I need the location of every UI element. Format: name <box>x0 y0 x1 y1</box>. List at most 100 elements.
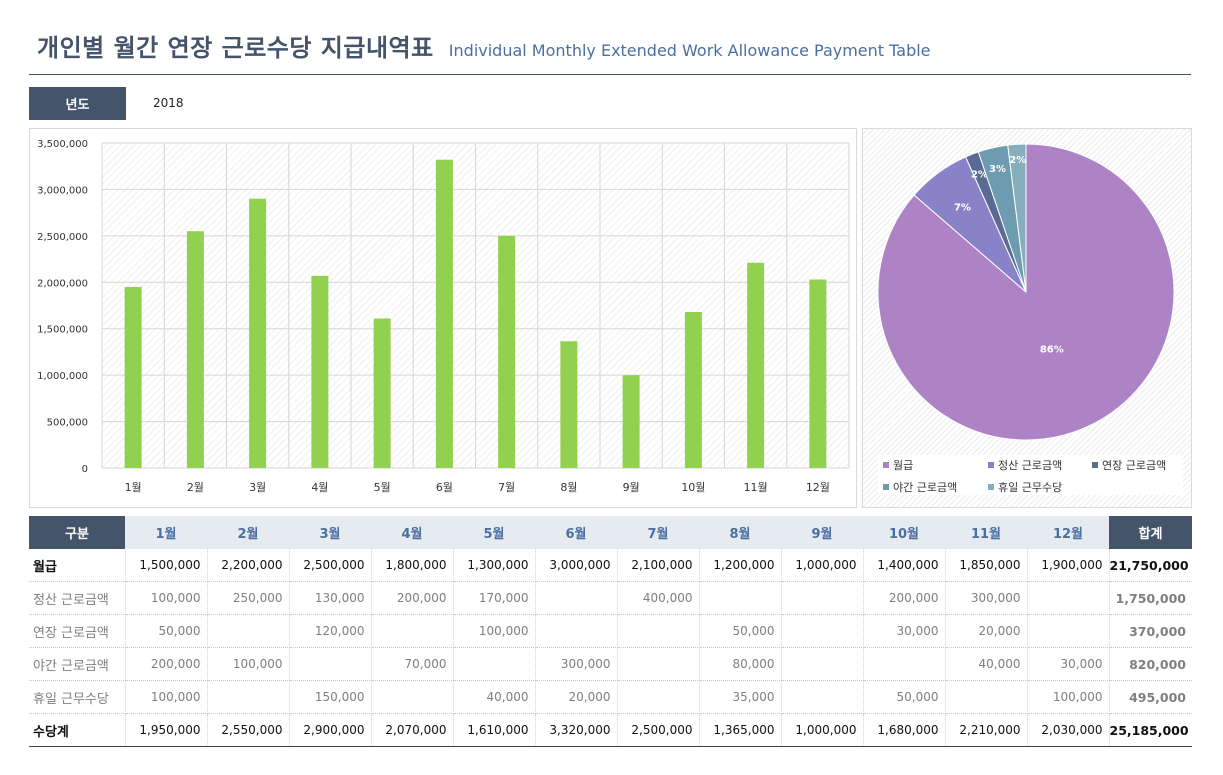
table-cell[interactable]: 2,070,000 <box>371 713 454 747</box>
table-cell[interactable]: 200,000 <box>863 581 946 615</box>
y-tick-label: 3,500,000 <box>37 139 88 150</box>
table-cell[interactable] <box>699 581 782 615</box>
table-cell[interactable]: 1,610,000 <box>453 713 536 747</box>
table-cell[interactable]: 2,500,000 <box>617 713 700 747</box>
table-cell[interactable]: 1,950,000 <box>125 713 208 747</box>
table-cell[interactable]: 2,900,000 <box>289 713 372 747</box>
row-label: 수당계 <box>29 713 126 747</box>
table-cell[interactable]: 1,200,000 <box>699 549 782 582</box>
table-cell[interactable]: 20,000 <box>535 680 618 714</box>
table-cell[interactable] <box>781 614 864 648</box>
header-month: 11월 <box>945 516 1027 549</box>
table-cell[interactable] <box>207 680 290 714</box>
row-total: 21,750,000 <box>1109 549 1192 582</box>
table-cell[interactable]: 130,000 <box>289 581 372 615</box>
table-cell[interactable]: 2,100,000 <box>617 549 700 582</box>
legend-item: 연장 근로금액 <box>1092 457 1166 473</box>
table-cell[interactable]: 200,000 <box>125 647 208 681</box>
table-cell[interactable]: 150,000 <box>289 680 372 714</box>
pie-chart: 86% 7% 2% 3% 2% <box>862 128 1192 508</box>
table-cell[interactable]: 1,680,000 <box>863 713 946 747</box>
table-cell[interactable]: 100,000 <box>125 680 208 714</box>
table-cell[interactable]: 2,550,000 <box>207 713 290 747</box>
table-cell[interactable] <box>207 614 290 648</box>
table-cell[interactable]: 40,000 <box>945 647 1028 681</box>
year-value[interactable]: 2018 <box>153 96 184 110</box>
table-cell[interactable]: 300,000 <box>945 581 1028 615</box>
table-cell[interactable] <box>781 581 864 615</box>
x-tick-label: 3월 <box>249 481 266 494</box>
table-cell[interactable]: 1,900,000 <box>1027 549 1110 582</box>
table-cell[interactable]: 20,000 <box>945 614 1028 648</box>
legend-swatch <box>988 462 994 468</box>
table-cell[interactable] <box>1027 581 1110 615</box>
x-tick-label: 6월 <box>436 481 453 494</box>
header-month: 12월 <box>1027 516 1109 549</box>
table-cell[interactable]: 1,800,000 <box>371 549 454 582</box>
table-cell[interactable]: 35,000 <box>699 680 782 714</box>
table-cell[interactable] <box>863 647 946 681</box>
table-row: 수당계 1,950,000 2,550,000 2,900,000 2,070,000 1… <box>29 713 1192 747</box>
table-cell[interactable]: 80,000 <box>699 647 782 681</box>
table-cell[interactable] <box>371 614 454 648</box>
table-cell[interactable]: 100,000 <box>453 614 536 648</box>
row-label: 월급 <box>29 549 126 582</box>
x-tick-label: 7월 <box>498 481 515 494</box>
header-month: 9월 <box>781 516 863 549</box>
table-cell[interactable]: 1,400,000 <box>863 549 946 582</box>
table-cell[interactable] <box>781 680 864 714</box>
table-cell[interactable]: 1,850,000 <box>945 549 1028 582</box>
x-tick-label: 9월 <box>623 481 640 494</box>
bar <box>124 286 142 468</box>
table-cell[interactable]: 50,000 <box>125 614 208 648</box>
table-cell[interactable]: 30,000 <box>1027 647 1110 681</box>
legend-label: 정산 근로금액 <box>998 459 1063 472</box>
table-cell[interactable] <box>289 647 372 681</box>
table-cell[interactable]: 170,000 <box>453 581 536 615</box>
page-title: 개인별 월간 연장 근로수당 지급내역표 Individual Monthly … <box>37 28 1223 68</box>
table-cell[interactable]: 400,000 <box>617 581 700 615</box>
table-cell[interactable] <box>371 680 454 714</box>
table-cell[interactable] <box>617 680 700 714</box>
table-cell[interactable] <box>535 614 618 648</box>
x-tick-label: 5월 <box>374 481 391 494</box>
table-cell[interactable]: 200,000 <box>371 581 454 615</box>
table-cell[interactable]: 1,000,000 <box>781 549 864 582</box>
bar <box>249 198 267 468</box>
table-cell[interactable]: 3,000,000 <box>535 549 618 582</box>
table-cell[interactable]: 2,500,000 <box>289 549 372 582</box>
legend-item: 정산 근로금액 <box>988 457 1062 473</box>
table-cell[interactable] <box>1027 614 1110 648</box>
table-cell[interactable] <box>453 647 536 681</box>
table-cell[interactable]: 50,000 <box>863 680 946 714</box>
table-cell[interactable] <box>617 647 700 681</box>
table-cell[interactable] <box>617 614 700 648</box>
header-month: 8월 <box>699 516 781 549</box>
table-cell[interactable]: 70,000 <box>371 647 454 681</box>
table-cell[interactable]: 300,000 <box>535 647 618 681</box>
table-cell[interactable]: 1,000,000 <box>781 713 864 747</box>
table-cell[interactable]: 100,000 <box>125 581 208 615</box>
table-cell[interactable]: 30,000 <box>863 614 946 648</box>
header-category: 구분 <box>29 516 125 549</box>
table-cell[interactable]: 50,000 <box>699 614 782 648</box>
table-cell[interactable]: 120,000 <box>289 614 372 648</box>
table-cell[interactable]: 100,000 <box>1027 680 1110 714</box>
table-cell[interactable]: 40,000 <box>453 680 536 714</box>
table-cell[interactable]: 1,500,000 <box>125 549 208 582</box>
table-cell[interactable]: 250,000 <box>207 581 290 615</box>
table-cell[interactable]: 2,200,000 <box>207 549 290 582</box>
table-cell[interactable] <box>945 680 1028 714</box>
table-cell[interactable]: 1,365,000 <box>699 713 782 747</box>
table-cell[interactable] <box>535 581 618 615</box>
table-cell[interactable] <box>781 647 864 681</box>
table-cell[interactable]: 3,320,000 <box>535 713 618 747</box>
table-cell[interactable]: 2,030,000 <box>1027 713 1110 747</box>
table-row: 정산 근로금액 100,000 250,000 130,000 200,000 170,0… <box>29 581 1192 615</box>
table-cell[interactable]: 2,210,000 <box>945 713 1028 747</box>
pie-chart-svg: 86% 7% 2%3%2% <box>877 143 1175 441</box>
table-cell[interactable]: 1,300,000 <box>453 549 536 582</box>
table-cell[interactable]: 100,000 <box>207 647 290 681</box>
legend-label: 야간 근로금액 <box>893 481 958 494</box>
table-row: 월급 1,500,000 2,200,000 2,500,000 1,800,000 1,… <box>29 549 1192 582</box>
